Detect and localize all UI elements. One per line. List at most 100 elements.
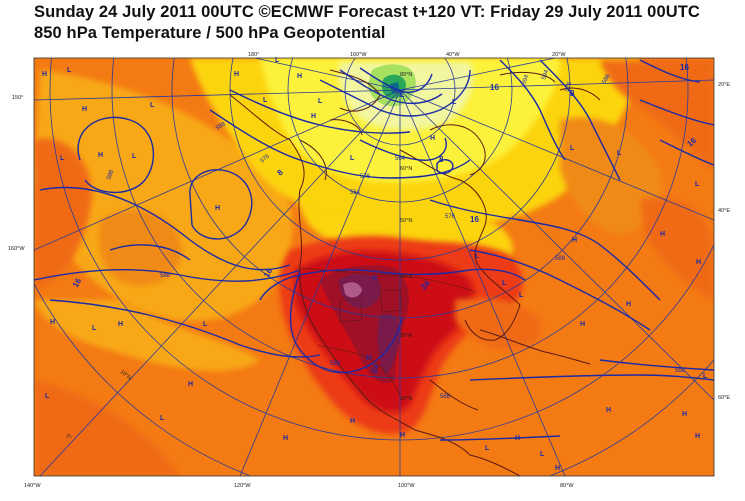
low-marker: L bbox=[570, 145, 575, 152]
z500-label: 576 bbox=[360, 174, 371, 180]
top-lon-label: 160°W bbox=[350, 52, 367, 58]
temperature-field bbox=[34, 58, 714, 476]
low-marker: L bbox=[695, 181, 700, 188]
temp-label: 16 bbox=[490, 83, 499, 92]
high-marker: H bbox=[311, 113, 316, 120]
right-lat-label: 60°E bbox=[718, 395, 730, 401]
low-marker: L bbox=[160, 415, 165, 422]
low-marker: L bbox=[519, 292, 524, 299]
bottom-lon-label: 140°W bbox=[24, 483, 41, 489]
low-marker: L bbox=[452, 99, 457, 106]
low-marker: L bbox=[150, 102, 155, 109]
high-marker: H bbox=[696, 259, 701, 266]
high-marker: H bbox=[572, 237, 577, 244]
low-marker: L bbox=[617, 150, 622, 157]
high-marker: H bbox=[234, 71, 239, 78]
low-marker: L bbox=[275, 57, 280, 64]
map-border bbox=[33, 57, 715, 477]
low-marker: L bbox=[60, 155, 65, 162]
z500-label: 594 bbox=[541, 69, 550, 81]
low-marker: L bbox=[132, 153, 137, 160]
high-marker: H bbox=[515, 435, 520, 442]
low-marker: L bbox=[92, 325, 97, 332]
z500-label: 588 bbox=[675, 368, 686, 374]
high-marker: H bbox=[350, 418, 355, 425]
high-marker: H bbox=[400, 432, 405, 439]
low-marker: L bbox=[540, 451, 545, 458]
z500-label: 588 bbox=[555, 256, 566, 262]
z500-label: 564 bbox=[395, 156, 406, 162]
high-marker: H bbox=[215, 205, 220, 212]
bottom-lon-label: 100°W bbox=[398, 483, 415, 489]
interior-lat-label: 80°N bbox=[400, 72, 412, 78]
high-marker: H bbox=[430, 135, 435, 142]
high-marker: H bbox=[606, 407, 611, 414]
bottom-lon-label: 120°W bbox=[234, 483, 251, 489]
z500-label: 576 bbox=[445, 214, 456, 220]
z500-label: 586 bbox=[602, 73, 613, 85]
high-marker: H bbox=[98, 152, 103, 159]
geopotential-contours bbox=[34, 59, 714, 441]
temp-label: 8 bbox=[570, 89, 575, 98]
temp-label: 8 bbox=[276, 167, 286, 177]
low-marker: L bbox=[263, 97, 268, 104]
low-marker: L bbox=[67, 67, 72, 74]
z500-label: 588 bbox=[106, 169, 115, 181]
high-marker: H bbox=[50, 319, 55, 326]
interior-lat-label: 30°N bbox=[400, 333, 412, 339]
high-marker: H bbox=[660, 231, 665, 238]
high-marker: H bbox=[297, 73, 302, 80]
left-lat-label: 160°W bbox=[8, 246, 25, 252]
low-marker: L bbox=[703, 373, 708, 380]
top-lon-label: 180° bbox=[248, 52, 259, 58]
high-marker: H bbox=[366, 355, 371, 362]
temp-label: 8 bbox=[439, 155, 444, 164]
high-marker: H bbox=[42, 71, 47, 78]
high-marker: H bbox=[82, 106, 87, 113]
z500-label: 576 bbox=[259, 153, 271, 164]
interior-lat-label: 20°N bbox=[400, 396, 412, 402]
z500-label: 594 bbox=[521, 74, 530, 86]
temp-label: 16 bbox=[680, 63, 689, 72]
high-marker: H bbox=[372, 275, 377, 282]
interior-lat-label: 40°N bbox=[400, 274, 412, 280]
pressure-centers: H L H L L H L H H L H L L H L H L H L H … bbox=[42, 57, 708, 472]
right-lat-label: 40°E bbox=[718, 208, 730, 214]
temp-label: 16 bbox=[470, 215, 479, 224]
temp-label: 24 bbox=[369, 363, 381, 375]
z500-label: 588 bbox=[215, 121, 227, 132]
coastlines bbox=[229, 69, 601, 476]
low-marker: L bbox=[485, 445, 490, 452]
interior-lat-label: 0° bbox=[65, 433, 73, 441]
high-marker: H bbox=[626, 301, 631, 308]
left-lat-label: 150° bbox=[12, 95, 23, 101]
z500-label: 576 bbox=[564, 81, 573, 93]
high-marker: H bbox=[555, 465, 560, 472]
z500-label: 588 bbox=[440, 394, 451, 400]
interior-lat-label: 60°N bbox=[400, 166, 412, 172]
high-marker: H bbox=[188, 381, 193, 388]
high-marker: H bbox=[118, 321, 123, 328]
low-marker: L bbox=[475, 253, 480, 260]
z500-label: 588 bbox=[160, 273, 171, 279]
high-marker: H bbox=[580, 321, 585, 328]
map-title-line2: 850 hPa Temperature / 500 hPa Geopotenti… bbox=[34, 24, 386, 42]
right-lat-label: 20°E bbox=[718, 82, 730, 88]
bottom-lon-label: 80°W bbox=[560, 483, 574, 489]
map-title-line1: Sunday 24 July 2011 00UTC ©ECMWF Forecas… bbox=[34, 3, 700, 21]
low-marker: L bbox=[400, 92, 405, 99]
high-marker: H bbox=[682, 411, 687, 418]
high-marker: H bbox=[283, 435, 288, 442]
low-marker: L bbox=[203, 321, 208, 328]
interior-lat-label: 50°N bbox=[400, 218, 412, 224]
low-marker: L bbox=[318, 98, 323, 105]
z500-label: 588 bbox=[330, 361, 341, 367]
high-marker: H bbox=[695, 433, 700, 440]
z500-label: 564 bbox=[350, 190, 361, 196]
low-marker: L bbox=[350, 155, 355, 162]
top-lon-label: 40°W bbox=[446, 52, 460, 58]
low-marker: L bbox=[45, 393, 50, 400]
